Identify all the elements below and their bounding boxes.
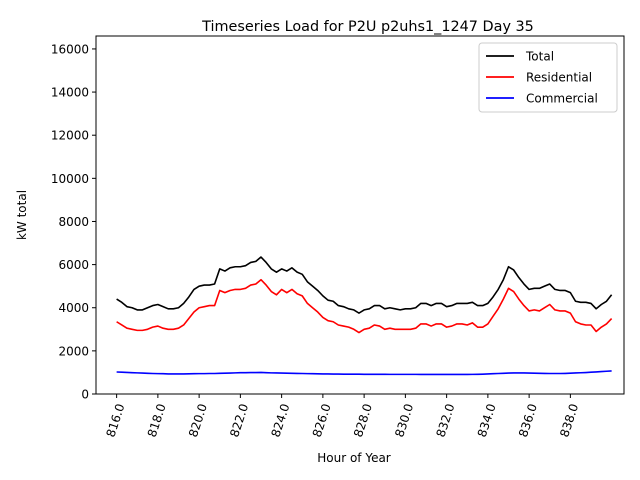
x-tick-label: 818.0 [145,402,169,439]
y-tick-label: 12000 [51,129,89,143]
y-axis-label: kW total [15,190,29,240]
x-tick-label: 834.0 [475,402,499,439]
x-tick-label: 822.0 [227,402,251,439]
series-line-total [116,256,613,314]
series-line-commercial [116,370,612,376]
x-tick-label: 828.0 [351,402,375,439]
y-tick-label: 10000 [51,172,89,186]
x-tick-label: 838.0 [557,402,581,439]
chart-title: Timeseries Load for P2U p2uhs1_1247 Day … [201,19,534,35]
x-tick-label: 820.0 [186,402,210,439]
legend-label-residential: Residential [526,71,592,85]
x-tick-label: 824.0 [269,402,293,439]
y-tick-label: 4000 [58,301,89,315]
series-layer [116,256,613,376]
legend-box [478,42,618,113]
x-tick-label: 816.0 [104,402,128,439]
plot-frame [95,35,625,395]
x-axis-label: Hour of Year [317,451,391,465]
x-axis: 816.0 818.0 820.0 822.0 824.0 826.0 828.0 830.0… [104,394,581,439]
y-tick-label: 16000 [51,42,89,56]
y-tick-label: 6000 [58,258,89,272]
y-tick-label: 14000 [51,86,89,100]
legend-label-commercial: Commercial [526,92,598,106]
y-tick-label: 8000 [58,215,89,229]
legend-label-total: Total [525,50,554,64]
y-tick-label: 2000 [58,344,89,358]
y-axis: 0 2000 4000 6000 8000 10000 12000 14000 16000 [51,42,96,402]
x-tick-label: 830.0 [392,402,416,439]
x-tick-label: 836.0 [516,402,540,439]
legend: Total Residential Commercial [478,42,618,113]
y-tick-label: 0 [81,388,89,402]
x-tick-label: 832.0 [434,402,458,439]
series-line-residential [116,278,613,334]
x-tick-label: 826.0 [310,402,334,439]
